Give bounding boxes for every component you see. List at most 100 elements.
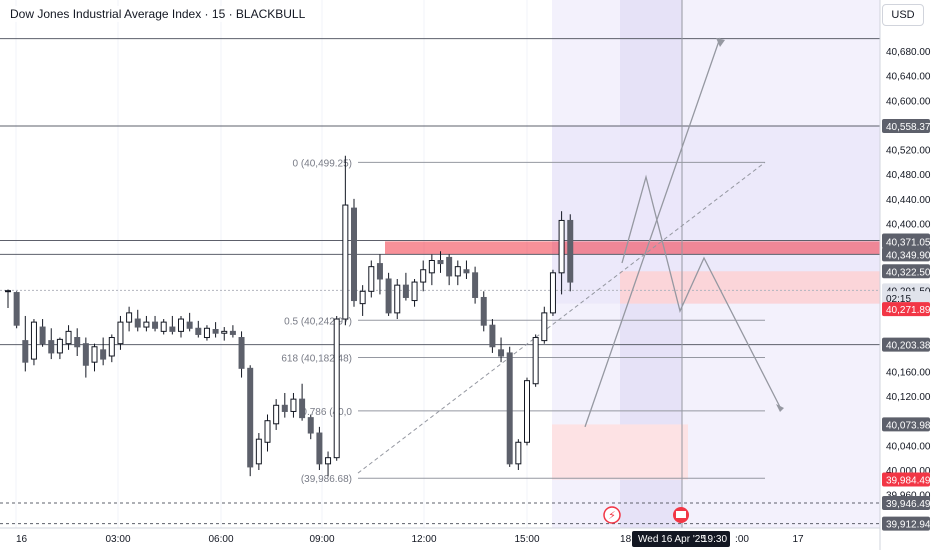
price-label-tag [882, 264, 930, 279]
price-label-tag [882, 234, 930, 249]
price-label-tag [882, 302, 930, 317]
price-tick-label: 40,600.00 [886, 96, 931, 107]
time-tick-label: 06:00 [208, 534, 233, 545]
time-tick-label: 16 [16, 534, 28, 545]
candle-body [169, 326, 176, 332]
lightning-event-icon: ⚡ [608, 510, 616, 522]
candle-body [221, 330, 228, 334]
price-label-tag [882, 291, 930, 306]
candle-body [351, 207, 357, 302]
price-label-text: 39,984.49 [886, 476, 931, 487]
candle-body [524, 380, 530, 443]
zones-layer [385, 0, 880, 528]
candle-body [65, 330, 72, 345]
price-tick-label: 40,680.00 [886, 47, 931, 58]
price-tick-label: 40,040.00 [886, 441, 931, 452]
price-tick-label: 40,400.00 [886, 220, 931, 231]
candle-body [82, 343, 89, 366]
price-label-tag [882, 337, 930, 352]
candle-body [48, 340, 55, 354]
candle-body [152, 321, 159, 329]
candle-body [506, 352, 513, 465]
candle-body [100, 349, 107, 360]
price-label-tag [882, 118, 930, 133]
candle-body [376, 263, 383, 280]
candle-body [186, 321, 193, 329]
bearish-projection-path [621, 174, 781, 408]
candle-body [515, 441, 522, 465]
candle-body [5, 290, 11, 293]
crosshair-time-tag [632, 531, 730, 547]
price-tick-label: 40,640.00 [886, 72, 931, 83]
candle-body [342, 204, 349, 320]
candle-body [30, 321, 37, 360]
price-label-text: 40,203.38 [886, 341, 931, 352]
fib-level-label: 618 (40,182.48) [281, 354, 352, 365]
time-tick-label: 09:00 [309, 534, 334, 545]
price-label-text: 02:15 [886, 294, 911, 305]
time-tick-label: 17 [792, 534, 804, 545]
candle-body [549, 272, 556, 314]
candle-body [325, 457, 332, 465]
price-axis-layer: 40,680.00 40,640.00 40,600.00 40,520.00 40,4… [879, 0, 932, 550]
candle-body [117, 321, 124, 345]
candle-body [333, 318, 340, 459]
candle-body [428, 260, 435, 274]
price-label-text: 40,322.50 [886, 267, 931, 278]
candle-body [56, 338, 63, 354]
candle-body [420, 269, 427, 283]
candle-body [178, 318, 184, 332]
candle-body [13, 292, 20, 326]
price-tick-label: 40,520.00 [886, 146, 931, 157]
fib-level-label: 0 (40,499.25) [293, 158, 353, 169]
time-tick-label: 03:00 [105, 534, 130, 545]
candle-body [359, 290, 366, 305]
price-tick-label: 40,120.00 [886, 392, 931, 403]
bullish-projection-arrow [584, 37, 721, 428]
candle-body [489, 324, 496, 348]
price-label-text: 39,912.94 [886, 520, 931, 531]
currency-button[interactable]: USD [882, 4, 924, 26]
fibonacci-layer: 0 (40,499.25) 0.5 (40,242.97) 618 (40,182.… [281, 158, 766, 485]
candle-body [22, 340, 29, 363]
candle-body [541, 312, 548, 342]
candle-body [264, 420, 271, 443]
candle-body [411, 281, 418, 302]
candle-body [273, 404, 280, 425]
us-flag-event-icon [676, 511, 686, 518]
price-label-text: 39,946.49 [886, 499, 931, 510]
price-label-tag [882, 472, 930, 487]
drawings-layer: ⚡ [584, 37, 784, 524]
candle-body [108, 337, 115, 357]
candle-body [238, 337, 245, 369]
fib-level-label: 0.5 (40,242.97) [284, 316, 352, 327]
candle-body [195, 327, 202, 335]
price-tick-label: 40,440.00 [886, 195, 931, 206]
lightning-event-icon [603, 506, 621, 524]
price-tick-label: 40,480.00 [886, 170, 931, 181]
time-tick-label: 18: [620, 534, 634, 545]
candle-body [446, 256, 453, 277]
price-tick-label: 40,160.00 [886, 367, 931, 378]
candle-body [316, 432, 323, 465]
candle-body [368, 266, 375, 292]
candle-body [394, 284, 401, 314]
candle-body [39, 326, 46, 345]
candle-body [567, 219, 574, 283]
candle-body [463, 269, 470, 274]
candle-body [307, 417, 314, 434]
candle-body [558, 219, 565, 274]
candle-body [299, 398, 306, 419]
candle-body [126, 312, 133, 323]
price-label-tag [882, 417, 930, 432]
crosshair-date-label: Wed 16 Apr '25 [638, 534, 706, 545]
chart-title: Dow Jones Industrial Average Index · 15 … [8, 6, 308, 22]
crosshair-time-label: 19:30 [702, 534, 727, 545]
time-tick-label: :00 [735, 534, 749, 545]
candle-body [385, 278, 392, 314]
arrow-head-down [776, 404, 784, 412]
time-tick-label: 15:00 [514, 534, 539, 545]
price-label-tag [882, 495, 930, 510]
horizontal-lines-layer [0, 0, 880, 528]
